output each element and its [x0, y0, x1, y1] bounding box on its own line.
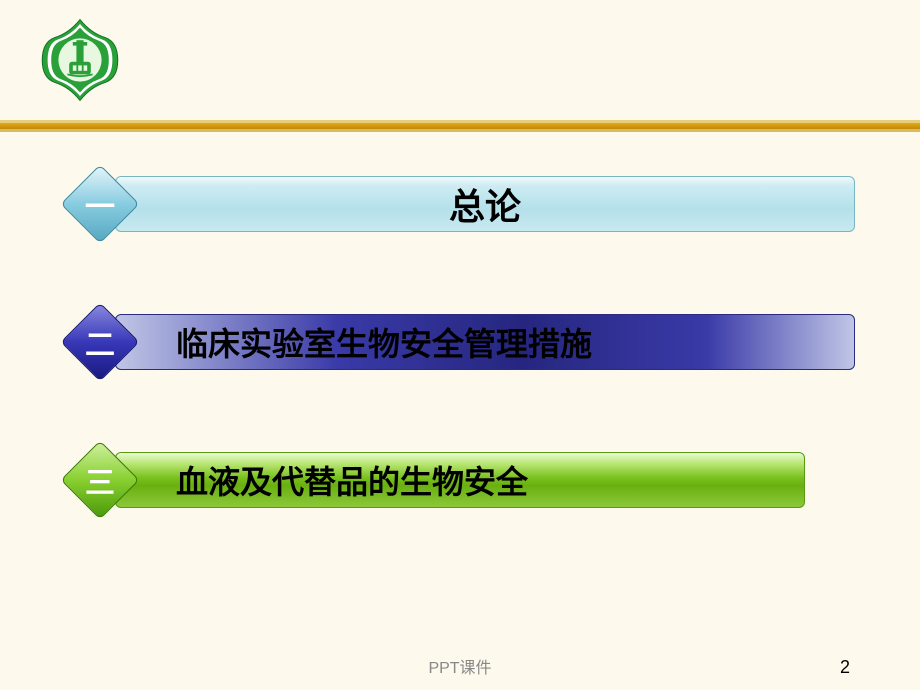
agenda-bar-2: 临床实验室生物安全管理措施 — [115, 314, 855, 370]
agenda-numeral-2: 二 — [60, 302, 140, 382]
agenda-numeral-1: 一 — [60, 164, 140, 244]
header-divider — [0, 120, 920, 132]
institution-logo — [35, 15, 125, 105]
agenda-title-1: 总论 — [449, 178, 521, 230]
agenda-item-3: 血液及代替品的生物安全 三 — [60, 446, 860, 514]
agenda-title-3: 血液及代替品的生物安全 — [176, 457, 528, 503]
agenda-list: 总论 一 临床实验室生物安全管理措施 二 血液及代替品的生物安全 三 — [60, 170, 860, 584]
agenda-item-1: 总论 一 — [60, 170, 860, 238]
agenda-bar-3: 血液及代替品的生物安全 — [115, 452, 805, 508]
agenda-diamond-2: 二 — [60, 302, 140, 382]
footer-label: PPT课件 — [0, 654, 920, 678]
agenda-diamond-1: 一 — [60, 164, 140, 244]
agenda-diamond-3: 三 — [60, 440, 140, 520]
agenda-numeral-3: 三 — [60, 440, 140, 520]
agenda-bar-1: 总论 — [115, 176, 855, 232]
agenda-title-2: 临床实验室生物安全管理措施 — [176, 319, 592, 365]
page-number: 2 — [840, 657, 850, 678]
agenda-item-2: 临床实验室生物安全管理措施 二 — [60, 308, 860, 376]
